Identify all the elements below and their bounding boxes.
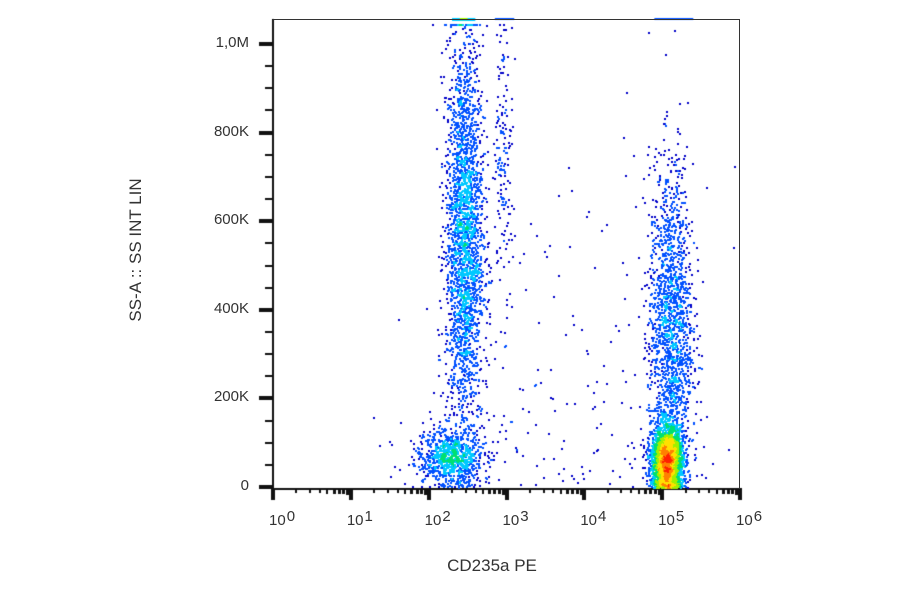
x-tick-label: 100 [269, 508, 296, 529]
x-tick-label: 105 [658, 508, 685, 529]
y-tick-label: 800K [213, 122, 249, 140]
x-tick-label: 102 [424, 508, 451, 529]
plot-frame [272, 19, 740, 488]
y-tick-label: 600K [213, 211, 249, 229]
y-tick-label: 400K [213, 299, 249, 317]
y-tick-label: 0 [240, 477, 249, 494]
x-tick-label: 103 [502, 508, 529, 529]
y-tick-label: 1,0M [215, 34, 249, 51]
x-tick-label: 101 [346, 508, 373, 529]
y-axis-label: SS-A :: SS INT LIN [126, 178, 145, 322]
y-tick-label: 200K [213, 388, 249, 406]
x-tick-label: 104 [580, 508, 607, 529]
x-tick-label: 106 [736, 508, 763, 529]
x-axis-label: CD235a PE [447, 556, 537, 575]
